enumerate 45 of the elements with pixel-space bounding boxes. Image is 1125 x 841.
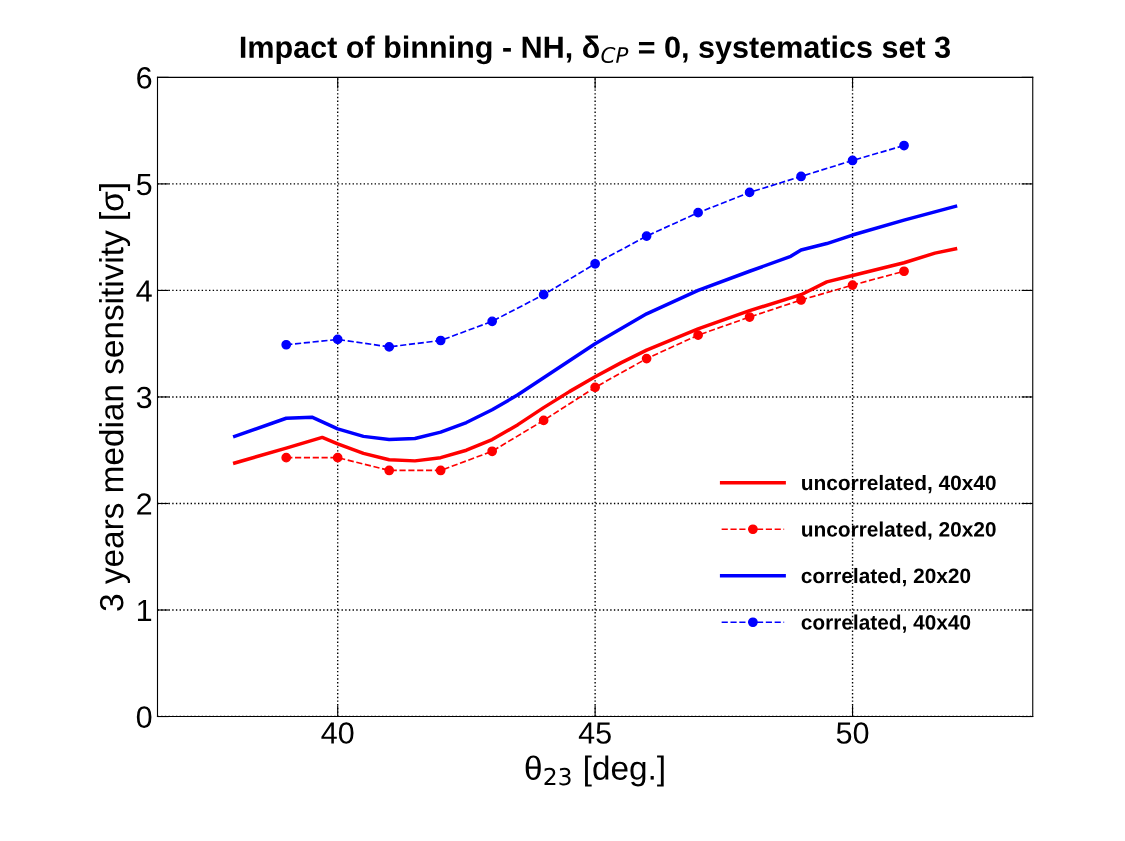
line-series xyxy=(232,204,958,442)
y-tick-label: 4 xyxy=(136,280,152,302)
x-tick-label: 50 xyxy=(836,722,869,744)
point xyxy=(744,312,755,322)
point xyxy=(332,452,343,463)
point xyxy=(796,295,806,305)
point xyxy=(899,266,909,277)
point xyxy=(693,207,703,218)
y-tick-label: 3 xyxy=(136,386,152,409)
point xyxy=(590,258,600,269)
point xyxy=(384,342,395,352)
point xyxy=(693,330,703,341)
point xyxy=(641,231,652,241)
point xyxy=(487,316,498,327)
x-tick-label: 40 xyxy=(321,722,354,744)
x-tick-label: 45 xyxy=(578,722,611,744)
legend-label: correlated, 40x40 xyxy=(801,614,971,633)
point xyxy=(847,280,858,290)
legend-label: uncorrelated, 20x20 xyxy=(802,521,996,540)
x-axis-title: θ$_{23}$ [deg.] xyxy=(525,755,664,787)
point xyxy=(538,289,549,300)
point xyxy=(796,171,806,182)
point xyxy=(641,353,652,364)
point xyxy=(744,187,755,198)
point xyxy=(281,339,292,350)
point xyxy=(899,140,909,151)
y-tick-label: 6 xyxy=(137,67,152,89)
line-series xyxy=(232,247,958,465)
point xyxy=(384,465,395,476)
y-axis-title: 3 years median sensitivity [σ] xyxy=(99,184,131,611)
point xyxy=(847,155,858,166)
point xyxy=(332,334,343,345)
y-tick-label: 0 xyxy=(136,706,152,728)
legend-label: correlated, 20x20 xyxy=(801,567,971,587)
point xyxy=(590,382,600,393)
point xyxy=(487,446,498,457)
point xyxy=(538,415,549,426)
y-tick-label: 1 xyxy=(137,600,152,622)
y-tick-label: 5 xyxy=(136,173,152,196)
point xyxy=(435,465,446,476)
legend-label: uncorrelated, 40x40 xyxy=(802,474,996,494)
chart-title: Impact of binning - NH, δ$_{CP}$ = 0, systematics set 3 xyxy=(240,35,950,65)
y-tick-label: 2 xyxy=(137,493,152,515)
point xyxy=(281,452,292,463)
point xyxy=(435,335,446,346)
